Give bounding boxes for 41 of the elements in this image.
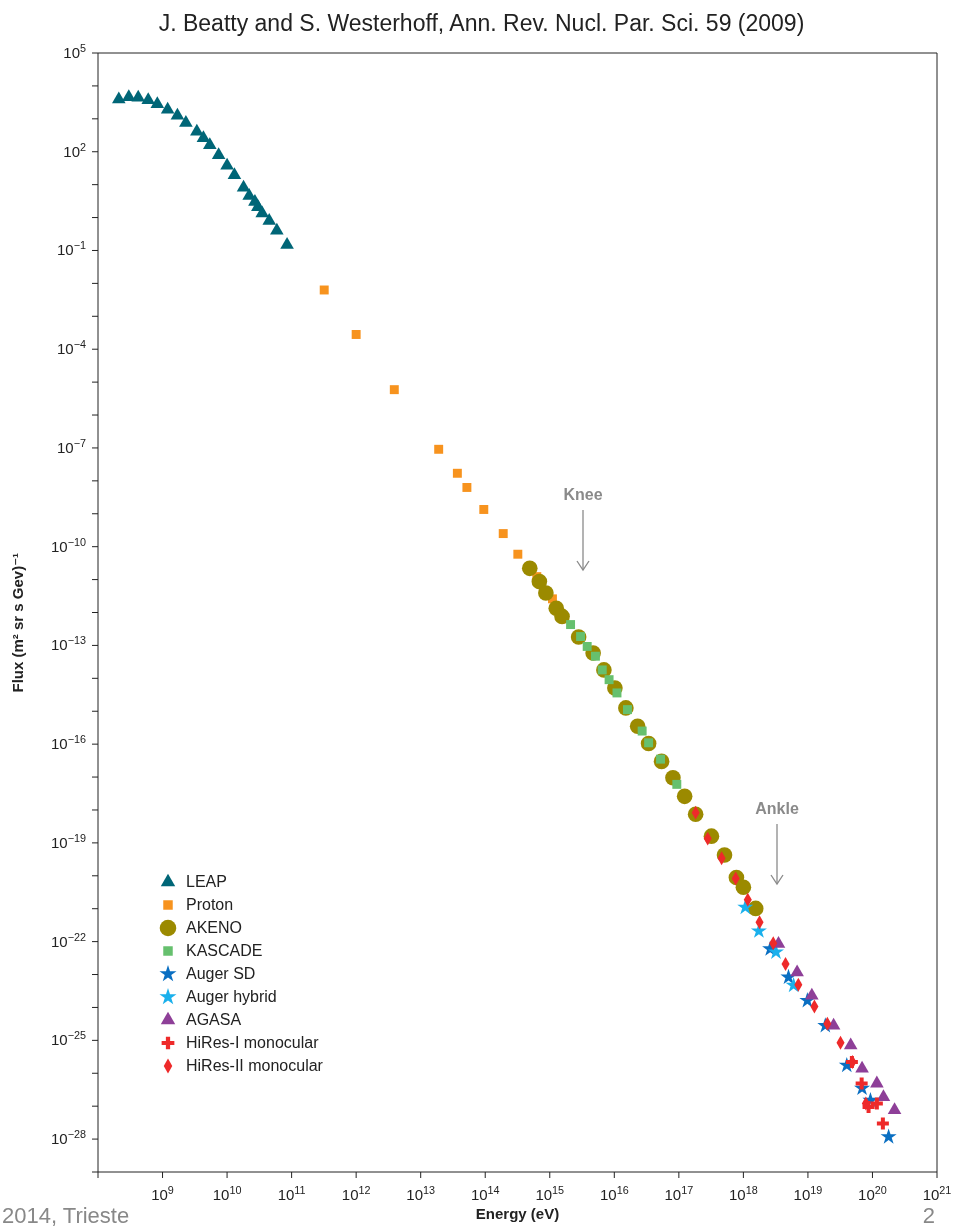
x-tick-label: 10$^{13}$ [406,1184,436,1203]
y-tick-label: 10$^{−19}$ [50,831,86,851]
x-tick-label: 10$^{11}$ [277,1184,306,1203]
y-tick-label: 10$^{−16}$ [50,733,86,753]
legend-label: Proton [186,895,234,914]
y-tick-label: 10$^{−4}$ [57,338,86,358]
x-tick-label: 10$^{21}$ [922,1184,952,1203]
y-tick-label: 10$^{−25}$ [50,1029,86,1049]
annotation: Knee [562,486,604,504]
legend-label: KASCADE [186,941,263,960]
x-tick-label: 10$^{17}$ [664,1184,694,1203]
annotation: Ankle [754,800,800,818]
y-axis-title: Flux (m² sr s Gev)⁻¹ [9,552,27,693]
y-tick-label: 10$^{−1}$ [57,239,86,259]
legend-label: Auger SD [186,964,256,983]
y-tick-label: 10$^{2}$ [63,140,86,160]
chart-title: J. Beatty and S. Westerhoff, Ann. Rev. Nucl. Par. Sci. 59 (2009) [157,10,806,37]
legend-label: AKENO [186,918,243,937]
x-tick-label: 10$^{20}$ [858,1184,887,1203]
x-axis-title: Energy (eV) [475,1205,560,1222]
x-tick-label: 10$^{15}$ [535,1184,565,1203]
y-tick-label: 10$^{−7}$ [57,436,86,456]
legend-label: LEAP [186,872,227,891]
y-tick-label: 10$^{−13}$ [50,634,86,654]
y-tick-label: 10$^{−22}$ [50,930,86,950]
y-tick-label: 10$^{−10}$ [50,535,86,555]
x-tick-label: 10$^{12}$ [341,1184,371,1203]
text: 2 [922,1203,935,1229]
legend-label: HiRes-II monocular [186,1056,323,1075]
x-tick-label: 10$^{14}$ [470,1184,500,1203]
text: 2014, Trieste [2,1203,130,1229]
x-tick-label: 10$^{16}$ [599,1184,629,1203]
legend-label: Auger hybrid [186,987,277,1006]
y-tick-label: 10$^{−28}$ [50,1128,86,1148]
x-tick-label: 10$^{9}$ [151,1184,174,1203]
x-tick-label: 10$^{10}$ [212,1184,242,1203]
legend-label: AGASA [186,1010,242,1029]
y-tick-label: 10$^{5}$ [63,42,86,61]
x-tick-label: 10$^{18}$ [729,1184,758,1203]
legend-label: HiRes-I monocular [186,1033,319,1052]
x-tick-label: 10$^{19}$ [793,1184,823,1203]
